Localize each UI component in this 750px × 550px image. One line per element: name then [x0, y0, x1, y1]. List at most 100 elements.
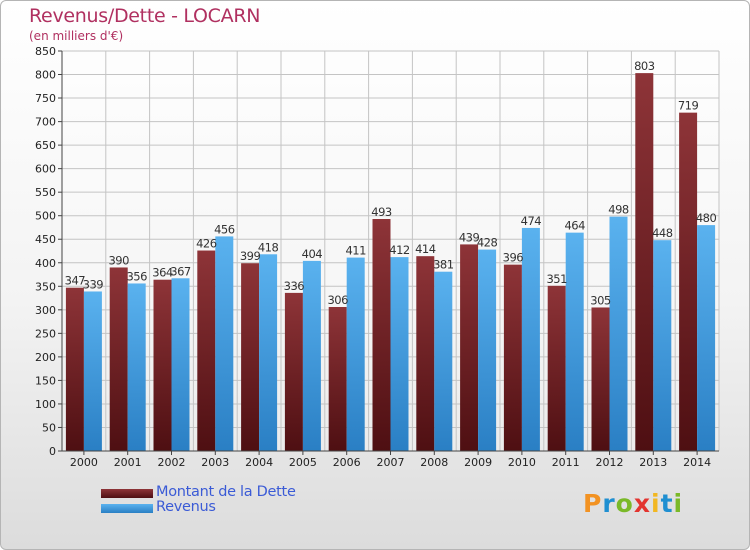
bar-revenus: [609, 216, 628, 451]
y-tick-label: 750: [35, 92, 56, 105]
bar-debt: [591, 307, 610, 451]
y-tick-label: 650: [35, 139, 56, 152]
y-tick-label: 550: [35, 186, 56, 199]
data-label-revenus: 480: [696, 211, 717, 225]
x-tick-label: 2004: [245, 456, 273, 469]
x-tick-label: 2011: [552, 456, 580, 469]
y-tick-label: 150: [35, 374, 56, 387]
data-label-debt: 305: [590, 293, 611, 307]
x-tick-label: 2014: [683, 456, 711, 469]
y-tick-label: 50: [42, 421, 56, 434]
x-tick-label: 2012: [596, 456, 624, 469]
x-tick-label: 2006: [333, 456, 361, 469]
data-label-debt: 306: [327, 293, 348, 307]
data-label-revenus: 418: [258, 240, 279, 254]
logo-letter: x: [633, 489, 651, 518]
data-label-debt: 351: [546, 272, 567, 286]
x-tick-label: 2003: [201, 456, 229, 469]
data-label-debt: 336: [284, 279, 305, 293]
data-label-debt: 390: [108, 253, 129, 267]
logo-letter: t: [660, 489, 674, 518]
data-label-revenus: 404: [302, 247, 323, 261]
bar-debt: [679, 112, 698, 451]
data-label-revenus: 356: [126, 269, 147, 283]
axes: 0 50 100 150 200 250 300 350 400 450 500 550 600 650 7…: [35, 45, 719, 469]
bar-revenus: [215, 236, 234, 451]
bar-debt: [547, 285, 566, 451]
bar-debt: [65, 287, 84, 451]
data-label-revenus: 339: [83, 277, 104, 291]
data-label-debt: 439: [459, 230, 480, 244]
data-label-debt: 719: [678, 99, 699, 113]
bar-debt: [284, 292, 303, 451]
proxiti-logo: Proxiti: [583, 489, 683, 518]
bar-debt: [460, 244, 479, 451]
chart-subtitle: (en milliers d'€): [29, 29, 124, 43]
data-label-revenus: 448: [652, 226, 673, 240]
x-tick-label: 2001: [114, 456, 142, 469]
legend-label-revenus: Revenus: [156, 499, 216, 515]
data-label-debt: 399: [240, 249, 261, 263]
y-tick-label: 600: [35, 163, 56, 176]
y-tick-label: 350: [35, 280, 56, 293]
data-label-revenus: 412: [389, 243, 410, 257]
bar-debt: [635, 73, 654, 451]
legend-swatch-debt: [101, 489, 153, 498]
bar-debt: [328, 307, 347, 451]
y-tick-label: 200: [35, 351, 56, 364]
bar-debt: [503, 264, 522, 451]
y-tick-label: 800: [35, 69, 56, 82]
bar-revenus: [127, 283, 146, 451]
bar-revenus: [478, 249, 497, 451]
x-tick-label: 2007: [377, 456, 405, 469]
bar-debt: [153, 279, 172, 451]
data-label-revenus: 464: [564, 219, 585, 233]
bar-revenus: [346, 257, 365, 451]
bar-revenus: [653, 240, 672, 451]
y-tick-label: 250: [35, 327, 56, 340]
data-label-revenus: 381: [433, 258, 454, 272]
data-label-revenus: 367: [170, 264, 191, 278]
y-tick-label: 100: [35, 398, 56, 411]
data-label-revenus: 474: [521, 214, 542, 228]
bar-revenus: [390, 257, 409, 451]
data-label-revenus: 428: [477, 236, 498, 250]
x-tick-label: 2013: [639, 456, 667, 469]
bar-revenus: [83, 291, 102, 451]
logo-letter: r: [602, 489, 616, 518]
x-tick-label: 2010: [508, 456, 536, 469]
x-tick-label: 2008: [420, 456, 448, 469]
legend-swatch-revenus: [101, 504, 153, 513]
bar-debt: [197, 250, 216, 451]
bar-revenus: [521, 227, 540, 451]
bar-revenus: [434, 271, 453, 451]
bar-revenus: [259, 254, 278, 451]
logo-letter: i: [673, 489, 684, 518]
bar-debt: [109, 267, 128, 451]
data-label-debt: 396: [503, 251, 524, 265]
y-tick-label: 700: [35, 116, 56, 129]
logo-letter: o: [615, 489, 634, 518]
data-label-revenus: 498: [608, 203, 629, 217]
y-tick-label: 500: [35, 210, 56, 223]
legend-label-debt: Montant de la Dette: [156, 484, 296, 500]
bar-debt: [241, 263, 260, 451]
chart-title: Revenus/Dette - LOCARN: [29, 5, 261, 27]
y-tick-label: 300: [35, 304, 56, 317]
data-label-revenus: 411: [345, 244, 366, 258]
x-tick-label: 2009: [464, 456, 492, 469]
data-label-debt: 414: [415, 242, 436, 256]
y-tick-label: 850: [35, 45, 56, 58]
bar-revenus: [302, 260, 321, 451]
logo-letter: i: [651, 489, 661, 518]
x-tick-label: 2002: [158, 456, 186, 469]
data-label-debt: 364: [152, 266, 173, 280]
data-label-debt: 347: [65, 274, 86, 288]
y-tick-label: 450: [35, 233, 56, 246]
bars: [65, 73, 716, 451]
y-tick-label: 400: [35, 257, 56, 270]
bar-debt: [372, 219, 391, 451]
